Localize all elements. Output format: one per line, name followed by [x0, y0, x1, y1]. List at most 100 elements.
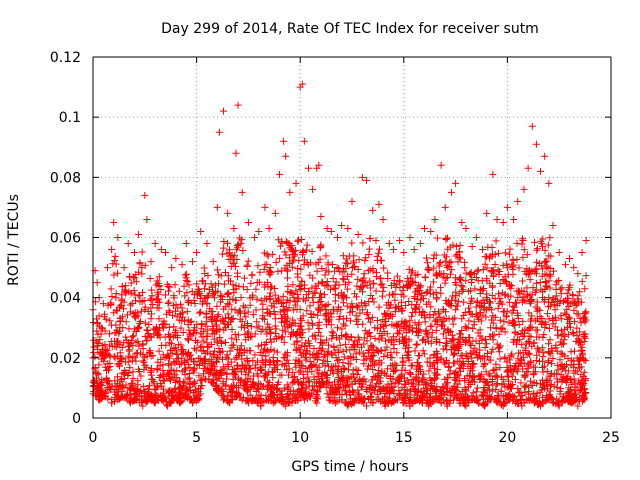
data-point — [246, 301, 254, 309]
data-point — [496, 316, 504, 324]
data-point — [262, 392, 270, 400]
data-point — [184, 335, 192, 343]
data-point — [451, 314, 459, 322]
data-point — [143, 215, 151, 223]
data-point — [582, 237, 590, 245]
data-point — [261, 340, 269, 348]
data-point — [262, 372, 270, 380]
data-point — [517, 396, 525, 404]
data-point — [321, 271, 329, 279]
data-point — [171, 384, 179, 392]
data-point — [291, 359, 299, 367]
data-point — [378, 280, 386, 288]
data-point — [224, 310, 232, 318]
data-point — [249, 311, 257, 319]
data-point — [254, 358, 262, 366]
data-point — [560, 395, 568, 403]
data-point — [258, 341, 266, 349]
data-point — [352, 317, 360, 325]
data-point — [544, 359, 552, 367]
data-point — [507, 367, 515, 375]
data-point — [364, 347, 372, 355]
data-point — [229, 388, 237, 396]
data-point — [420, 295, 428, 303]
data-point — [408, 267, 416, 275]
data-point — [119, 324, 127, 332]
data-point — [93, 279, 101, 287]
data-point — [574, 402, 582, 410]
data-point — [304, 294, 312, 302]
data-point — [515, 336, 523, 344]
data-point — [300, 260, 308, 268]
data-point — [365, 251, 373, 259]
data-point — [509, 266, 517, 274]
data-point — [516, 349, 524, 357]
data-point — [429, 278, 437, 286]
data-point — [162, 249, 170, 257]
data-point — [93, 386, 101, 394]
data-point — [523, 290, 531, 298]
data-point — [258, 351, 266, 359]
data-point — [541, 246, 549, 254]
data-point — [439, 321, 447, 329]
data-point — [426, 362, 434, 370]
data-point — [477, 317, 485, 325]
data-point — [508, 350, 516, 358]
data-point — [271, 209, 279, 217]
data-point — [214, 287, 222, 295]
data-point — [413, 365, 421, 373]
data-point — [355, 396, 363, 404]
data-point — [355, 256, 363, 264]
data-point — [469, 363, 477, 371]
data-point — [211, 281, 219, 289]
data-point — [499, 218, 507, 226]
data-point — [233, 273, 241, 281]
data-point — [104, 264, 112, 272]
data-point — [239, 361, 247, 369]
data-point — [517, 379, 525, 387]
data-point — [355, 378, 363, 386]
data-point — [493, 379, 501, 387]
data-point — [330, 305, 338, 313]
data-point — [135, 323, 143, 331]
data-point — [363, 310, 371, 318]
data-point — [206, 305, 214, 313]
data-point — [208, 316, 216, 324]
data-point — [334, 346, 342, 354]
data-point — [335, 303, 343, 311]
data-point — [281, 353, 289, 361]
data-point — [530, 339, 538, 347]
data-point — [400, 324, 408, 332]
data-point — [479, 246, 487, 254]
data-point — [460, 311, 468, 319]
data-point — [366, 318, 374, 326]
data-point — [110, 352, 118, 360]
data-point — [220, 244, 228, 252]
data-point — [145, 321, 153, 329]
data-point — [239, 394, 247, 402]
data-point — [538, 376, 546, 384]
data-point — [575, 396, 583, 404]
data-point — [121, 286, 129, 294]
data-point — [442, 334, 450, 342]
data-point — [571, 298, 579, 306]
data-point — [257, 367, 265, 375]
data-point — [214, 354, 222, 362]
data-point — [256, 278, 264, 286]
data-point — [500, 318, 508, 326]
data-point — [233, 381, 241, 389]
data-point — [201, 270, 209, 278]
data-point — [446, 396, 454, 404]
data-point — [377, 275, 385, 283]
data-point — [391, 367, 399, 375]
data-point — [244, 397, 252, 405]
data-point — [386, 312, 394, 320]
data-point — [452, 288, 460, 296]
data-point — [481, 260, 489, 268]
data-point — [153, 304, 161, 312]
data-point — [184, 299, 192, 307]
data-point — [519, 235, 527, 243]
data-point — [156, 362, 164, 370]
data-point — [241, 331, 249, 339]
data-point — [144, 388, 152, 396]
